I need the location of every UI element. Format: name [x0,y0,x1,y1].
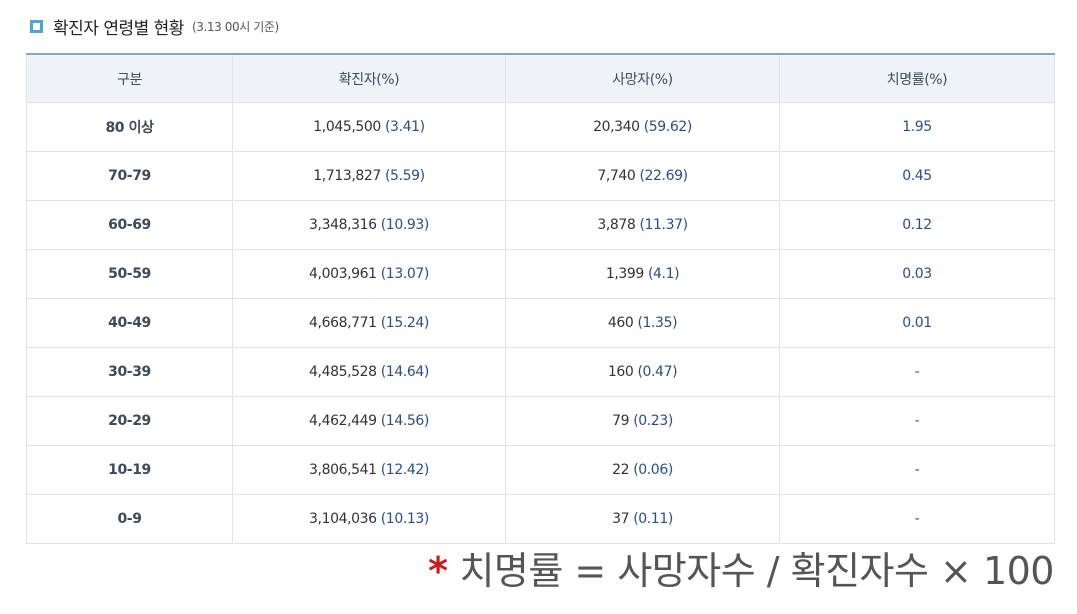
confirmed-cell: 1,045,500 (3.41) [232,102,506,152]
confirmed-value: 3,806,541 [309,462,377,478]
deaths-cell: 3,878 (11.37) [505,200,780,250]
header-confirmed: 확진자(%) [232,53,506,103]
confirmed-cell: 4,462,449 (14.56) [232,396,506,446]
age-group-cell: 40-49 [26,298,233,348]
confirmed-percent: (10.93) [380,217,430,233]
age-stats-table-wrap: 구분 확진자(%) 사망자(%) 치명률(%) 80 이상 1,045,500 (… [26,53,1055,544]
confirmed-cell: 3,348,316 (10.93) [232,200,506,250]
confirmed-percent: (15.24) [380,315,430,331]
confirmed-value: 1,713,827 [313,168,381,184]
confirmed-percent: (12.42) [380,462,430,478]
header-group: 구분 [26,53,233,103]
fatality-rate-cell: - [779,347,1055,397]
deaths-value: 460 [607,315,634,331]
deaths-cell: 7,740 (22.69) [505,151,780,201]
deaths-value: 22 [612,462,630,478]
section-title: 확진자 연령별 현황 (3.13 00시 기준) [30,12,279,40]
fatality-rate-cell: - [779,445,1055,495]
age-group-cell: 10-19 [26,445,233,495]
fatality-rate-cell: 1.95 [779,102,1055,152]
fatality-rate-cell: 0.45 [779,151,1055,201]
table-row: 20-29 4,462,449 (14.56) 79 (0.23) - [26,396,1055,446]
deaths-percent: (0.23) [633,413,673,429]
age-group-cell: 30-39 [26,347,233,397]
age-group-cell: 20-29 [26,396,233,446]
confirmed-value: 4,003,961 [309,266,377,282]
table-header-row: 구분 확진자(%) 사망자(%) 치명률(%) [26,53,1055,103]
fatality-formula-note: * 치명률 = 사망자수 / 확진자수 × 100 [428,540,1054,595]
deaths-percent: (0.06) [633,462,673,478]
deaths-value: 3,878 [597,217,636,233]
deaths-percent: (0.11) [633,511,673,527]
fatality-rate-cell: - [779,494,1055,544]
title-sub: (3.13 00시 기준) [191,19,279,34]
confirmed-cell: 3,806,541 (12.42) [232,445,506,495]
square-bullet-icon [30,19,43,33]
confirmed-value: 4,462,449 [309,413,377,429]
deaths-cell: 79 (0.23) [505,396,780,446]
age-group-cell: 50-59 [26,249,233,299]
deaths-value: 20,340 [593,119,640,135]
age-group-cell: 0-9 [26,494,233,544]
deaths-cell: 20,340 (59.62) [505,102,780,152]
confirmed-percent: (10.13) [380,511,430,527]
deaths-cell: 22 (0.06) [505,445,780,495]
age-group-cell: 60-69 [26,200,233,250]
confirmed-cell: 1,713,827 (5.59) [232,151,506,201]
confirmed-value: 3,104,036 [309,511,377,527]
deaths-value: 7,740 [597,168,636,184]
table-row: 10-19 3,806,541 (12.42) 22 (0.06) - [26,445,1055,495]
table-row: 0-9 3,104,036 (10.13) 37 (0.11) - [26,494,1055,544]
age-group-cell: 70-79 [26,151,233,201]
confirmed-value: 4,485,528 [309,364,377,380]
title-main: 확진자 연령별 현황 [53,18,184,39]
deaths-cell: 1,399 (4.1) [505,249,780,299]
deaths-value: 160 [607,364,634,380]
deaths-value: 37 [612,511,630,527]
confirmed-percent: (14.56) [380,413,430,429]
deaths-percent: (59.62) [643,119,693,135]
deaths-percent: (1.35) [637,315,678,331]
confirmed-value: 4,668,771 [309,315,377,331]
table-row: 30-39 4,485,528 (14.64) 160 (0.47) - [26,347,1055,397]
confirmed-percent: (3.41) [385,119,425,135]
deaths-value: 79 [612,413,630,429]
deaths-percent: (0.47) [637,364,678,380]
fatality-rate-cell: 0.12 [779,200,1055,250]
age-stats-table: 구분 확진자(%) 사망자(%) 치명률(%) 80 이상 1,045,500 (… [26,53,1055,544]
table-row: 80 이상 1,045,500 (3.41) 20,340 (59.62) 1.95 [26,102,1055,152]
deaths-percent: (11.37) [639,217,688,233]
confirmed-value: 1,045,500 [313,119,381,135]
deaths-percent: (4.1) [647,266,680,282]
deaths-cell: 460 (1.35) [505,298,780,348]
table-row: 50-59 4,003,961 (13.07) 1,399 (4.1) 0.03 [26,249,1055,299]
table-row: 70-79 1,713,827 (5.59) 7,740 (22.69) 0.45 [26,151,1055,201]
footnote-star: * [428,549,448,593]
deaths-cell: 37 (0.11) [505,494,780,544]
confirmed-cell: 4,003,961 (13.07) [232,249,506,299]
confirmed-percent: (5.59) [385,168,425,184]
confirmed-cell: 3,104,036 (10.13) [232,494,506,544]
header-fatality: 치명률(%) [779,53,1055,103]
header-deaths: 사망자(%) [505,53,780,103]
age-group-cell: 80 이상 [26,102,233,152]
table-row: 60-69 3,348,316 (10.93) 3,878 (11.37) 0.12 [26,200,1055,250]
confirmed-percent: (14.64) [380,364,430,380]
confirmed-value: 3,348,316 [309,217,377,233]
fatality-rate-cell: 0.03 [779,249,1055,299]
confirmed-cell: 4,485,528 (14.64) [232,347,506,397]
table-row: 40-49 4,668,771 (15.24) 460 (1.35) 0.01 [26,298,1055,348]
confirmed-percent: (13.07) [380,266,430,282]
deaths-value: 1,399 [605,266,644,282]
confirmed-cell: 4,668,771 (15.24) [232,298,506,348]
deaths-cell: 160 (0.47) [505,347,780,397]
fatality-rate-cell: 0.01 [779,298,1055,348]
deaths-percent: (22.69) [639,168,688,184]
footnote-text: 치명률 = 사망자수 / 확진자수 × 100 [459,549,1054,593]
fatality-rate-cell: - [779,396,1055,446]
